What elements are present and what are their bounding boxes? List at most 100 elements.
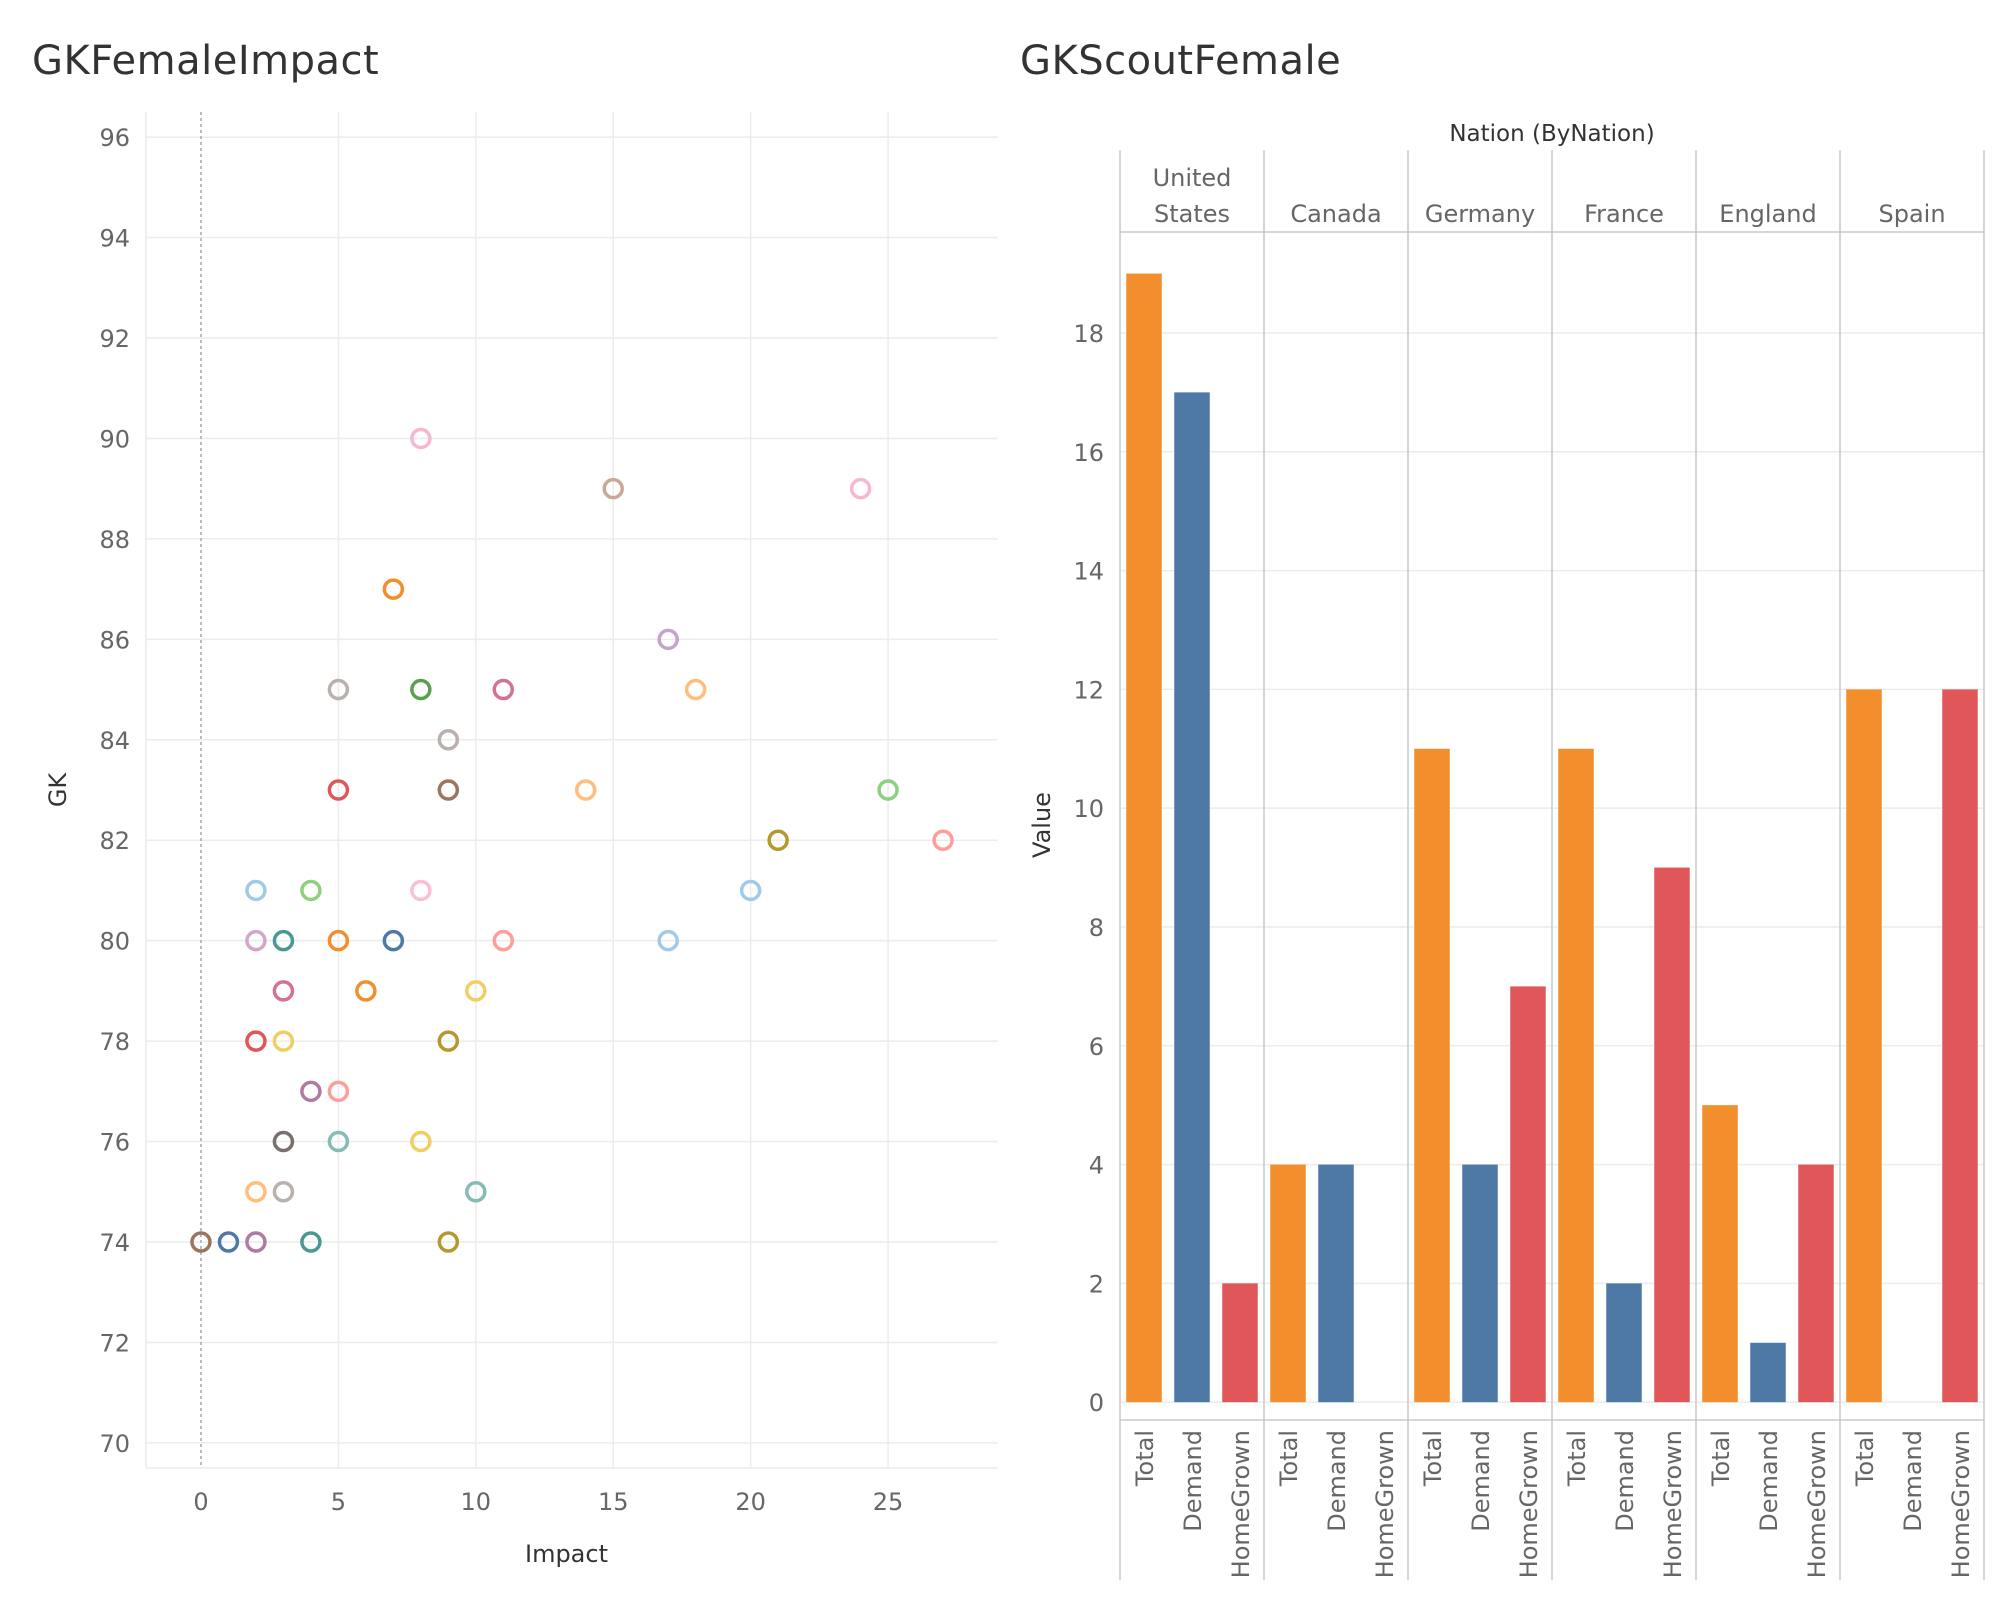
y-tick-label: 14 <box>1073 558 1104 586</box>
x-tick-label: 25 <box>873 1488 904 1516</box>
scatter-point <box>767 829 789 851</box>
category-label: Demand <box>1755 1430 1783 1532</box>
nation-label: United <box>1153 164 1232 192</box>
scatter-point <box>492 678 515 701</box>
y-tick-label: 92 <box>99 325 130 353</box>
x-tick-label: 15 <box>598 1488 629 1516</box>
y-axis-title: Value <box>1028 792 1056 858</box>
y-tick-label: 16 <box>1073 439 1104 467</box>
scatter-point <box>217 1231 240 1253</box>
bar <box>1270 1164 1306 1403</box>
scatter-point <box>877 779 899 801</box>
scatter-point <box>849 477 872 500</box>
scatter-point <box>272 980 295 1002</box>
category-label: HomeGrown <box>1371 1430 1399 1578</box>
scatter-point <box>245 1231 267 1253</box>
y-tick-label: 78 <box>99 1028 130 1056</box>
bar <box>1126 273 1162 1403</box>
category-label: Total <box>1563 1430 1591 1487</box>
bar <box>1510 986 1546 1403</box>
scatter-point <box>465 1181 487 1203</box>
y-tick-label: 90 <box>99 425 130 453</box>
bar <box>1798 1164 1834 1403</box>
category-label: Demand <box>1899 1430 1927 1532</box>
category-label: Demand <box>1611 1430 1639 1532</box>
category-label: HomeGrown <box>1227 1430 1255 1578</box>
scatter-point <box>684 678 707 701</box>
nation-label: France <box>1584 200 1664 228</box>
y-axis-title: GK <box>44 772 72 808</box>
scatter-point <box>602 477 624 500</box>
scatter-point <box>327 1080 350 1103</box>
bar <box>1462 1164 1498 1403</box>
scatter-point <box>355 980 377 1002</box>
scatter-point <box>245 1030 267 1052</box>
y-tick-label: 72 <box>99 1329 130 1357</box>
category-label: HomeGrown <box>1515 1430 1543 1578</box>
category-label: Total <box>1419 1430 1447 1487</box>
y-tick-label: 80 <box>99 928 130 956</box>
x-axis-title: Impact <box>525 1540 608 1568</box>
scatter-point <box>437 779 460 801</box>
scatter-point <box>574 779 597 801</box>
y-tick-label: 96 <box>99 124 130 152</box>
bar <box>1654 867 1690 1403</box>
scatter-point <box>410 879 432 902</box>
bar <box>1222 1283 1258 1403</box>
scatter-point <box>739 879 762 902</box>
scatter-point <box>272 1130 295 1153</box>
scatter-point <box>410 678 432 701</box>
y-tick-label: 94 <box>99 225 130 253</box>
y-tick-label: 18 <box>1073 320 1104 348</box>
bar <box>1846 689 1882 1403</box>
scatter-point <box>300 1080 322 1103</box>
y-tick-label: 0 <box>1089 1389 1104 1417</box>
scatter-point <box>190 1231 212 1253</box>
bar <box>1750 1342 1786 1403</box>
nation-label: Spain <box>1878 200 1945 228</box>
scatter-point <box>245 929 267 952</box>
y-tick-label: 86 <box>99 626 130 654</box>
x-tick-label: 10 <box>461 1488 492 1516</box>
y-tick-label: 2 <box>1089 1270 1104 1298</box>
nation-label: Germany <box>1425 200 1535 228</box>
scatter-point <box>657 929 679 952</box>
category-label: HomeGrown <box>1947 1430 1975 1578</box>
y-tick-label: 4 <box>1089 1152 1104 1180</box>
category-label: Total <box>1275 1430 1303 1487</box>
x-tick-label: 20 <box>735 1488 766 1516</box>
x-tick-label: 0 <box>193 1488 208 1516</box>
bar <box>1414 748 1450 1403</box>
category-label: Total <box>1851 1430 1879 1487</box>
scatter-point <box>657 628 679 651</box>
scatter-point <box>272 1030 295 1052</box>
bar <box>1318 1164 1354 1403</box>
bar-chart: 0 2 4 6 8 10 12 14 16 18 Nation (ByNation) United St… <box>1028 121 1985 1580</box>
bar <box>1558 748 1594 1403</box>
category-label: HomeGrown <box>1659 1430 1687 1578</box>
scatter-point <box>437 1030 460 1052</box>
scatter-point <box>410 427 432 450</box>
y-tick-label: 12 <box>1073 676 1104 704</box>
y-tick-label: 74 <box>99 1229 130 1257</box>
scatter-point <box>272 1181 295 1203</box>
bar <box>1942 689 1978 1403</box>
y-tick-label: 6 <box>1089 1033 1104 1061</box>
y-tick-label: 82 <box>99 827 130 855</box>
category-label: HomeGrown <box>1803 1430 1831 1578</box>
scatter-point <box>300 879 322 902</box>
bar <box>1606 1283 1642 1403</box>
scatter-title: GKFemaleImpact <box>32 38 380 84</box>
y-tick-label: 8 <box>1089 914 1104 942</box>
scatter-point <box>245 1181 267 1203</box>
y-tick-label: 88 <box>99 526 130 554</box>
scatter-point <box>465 980 487 1002</box>
y-tick-label: 84 <box>99 727 130 755</box>
category-label: Demand <box>1179 1430 1207 1532</box>
category-label: Demand <box>1323 1430 1351 1532</box>
y-tick-label: 76 <box>99 1129 130 1157</box>
column-header-title: Nation (ByNation) <box>1449 121 1654 147</box>
nation-label: States <box>1154 200 1230 228</box>
scatter-point <box>327 678 350 701</box>
